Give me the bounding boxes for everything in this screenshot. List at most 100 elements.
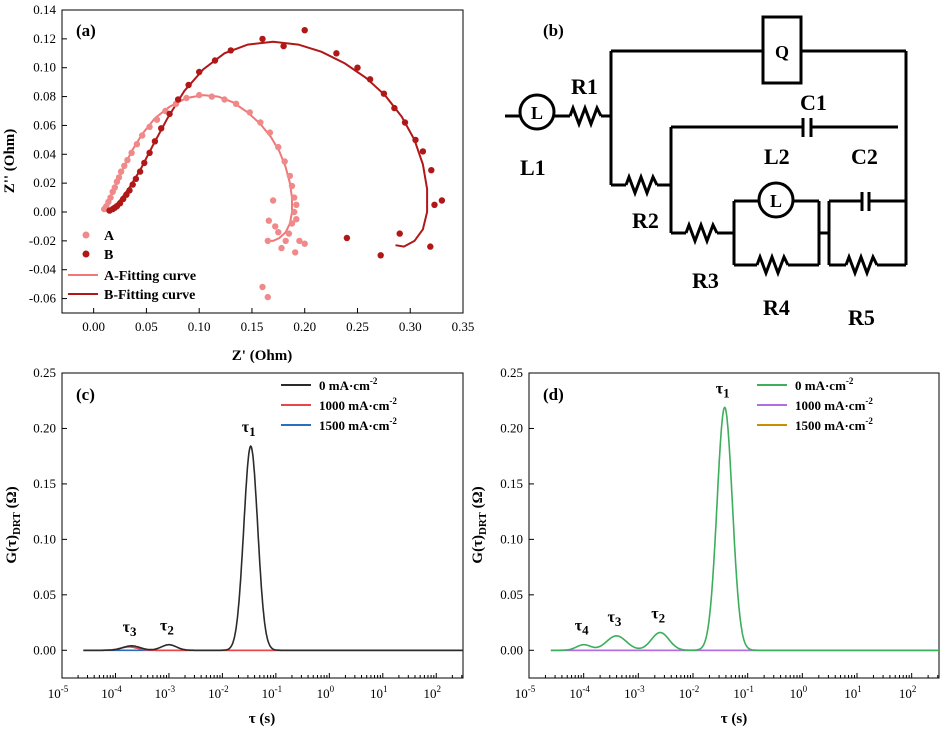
label-l1: L1	[520, 155, 546, 180]
d-x-tick-label: 10-4	[569, 684, 590, 701]
c-peak-label: τ3	[123, 619, 137, 639]
panel-a-data-point	[141, 159, 148, 167]
panel-a-x-tick-label: 0.20	[293, 319, 316, 334]
d-y-tick-label: 0.25	[500, 365, 523, 380]
panel-a-data-point	[211, 57, 219, 64]
c-legend-label: 0 mA·cm-2	[319, 376, 378, 393]
panel-a-data-point	[111, 184, 119, 191]
c-y-tick-label: 0.00	[33, 642, 56, 657]
resistor-r5-symbol	[844, 252, 879, 278]
panel-a-data-point	[232, 100, 240, 108]
d-x-tick-label: 101	[844, 684, 862, 701]
panel-a-data-point	[292, 249, 299, 256]
panel-a-data-point	[428, 167, 435, 174]
panel-a-data-point	[354, 64, 361, 71]
panel-d-drt-plot: (d) 10-5 10-4 10-3 10-2 10-1 100 101 102 0.00 0.0…	[470, 365, 940, 727]
legend-label: B	[104, 248, 113, 263]
c-x-tick-label: 10-4	[101, 684, 122, 701]
c-peak-label: τ2	[160, 618, 174, 638]
c-x-tick-label: 102	[424, 684, 442, 701]
panel-a-fit-curve-3	[108, 40, 429, 248]
panel-a-data-point	[158, 125, 165, 132]
d-legend-label: 1500 mA·cm-2	[795, 416, 873, 433]
panel-a-fit-curve-2	[103, 94, 293, 242]
d-x-tick-label: 10-1	[733, 684, 754, 701]
c-x-tick-label: 10-1	[262, 684, 283, 701]
panel-d-frame	[528, 372, 940, 679]
panel-a-data-point	[333, 50, 340, 57]
panel-a-data-point	[208, 93, 215, 100]
panel-a-data-point	[293, 216, 300, 223]
panel-a-x-tick-label: 0.00	[82, 319, 105, 334]
c-legend-label: 1000 mA·cm-2	[319, 396, 397, 413]
panel-a-x-tick-label: 0.10	[188, 319, 211, 334]
panel-a-data-point	[264, 237, 271, 245]
c-x-tick-label: 101	[370, 684, 388, 701]
d-peak-label: τ2	[651, 606, 665, 626]
panel-a-x-tick-label: 0.15	[241, 319, 264, 334]
panel-a-data-point	[128, 149, 135, 156]
d-y-tick-label: 0.20	[500, 420, 523, 435]
panel-a-data-point	[153, 116, 161, 123]
panel-c-x-axis-label: τ (s)	[249, 711, 276, 727]
panel-a-y-tick-label: -0.04	[29, 262, 57, 277]
cpe-q-label: Q	[775, 42, 789, 62]
panel-a-data-point	[391, 104, 398, 112]
d-peak-label: τ4	[575, 618, 589, 638]
panel-a-y-tick-label: 0.08	[33, 89, 56, 104]
panel-d-y-axis-label: G(τ)DRT (Ω)	[470, 486, 489, 563]
panel-a-data-point	[377, 252, 384, 259]
inductor-l1-symbol	[518, 93, 556, 131]
d-peak-label: τ3	[608, 609, 622, 629]
panel-a-y-tick-label: -0.02	[29, 233, 56, 248]
panel-a-data-point	[301, 27, 308, 34]
panel-a-frame	[61, 9, 464, 314]
panel-a-data-point	[282, 237, 289, 245]
c-peak-label: τ1	[242, 419, 256, 439]
d-peak-label: τ1	[716, 380, 730, 400]
panel-a-data-point	[227, 47, 234, 54]
resistor-r4-symbol	[755, 252, 790, 278]
panel-a-x-tick-label: 0.35	[452, 319, 475, 334]
panel-a-data-point	[278, 244, 285, 252]
c-y-tick-label: 0.25	[33, 365, 56, 380]
panel-a-data-point	[401, 119, 409, 126]
panel-a-data-point	[115, 174, 123, 181]
panel-c-frame	[61, 372, 464, 679]
panel-a-y-tick-label: 0.02	[33, 175, 56, 190]
panel-a-data-point	[246, 109, 253, 116]
label-r5: R5	[848, 305, 875, 330]
c-x-tick-label: 10-2	[208, 684, 229, 701]
d-x-tick-label: 10-5	[515, 684, 536, 701]
panel-a-nyquist-plot: (a) 0.00 0.05 0.10 0.15 0.20 0.25 0.30 0.35 -0.0…	[2, 2, 474, 364]
panel-a-data-point	[266, 129, 274, 136]
panel-a-x-axis-label: Z' (Ohm)	[232, 348, 292, 364]
panel-a-data-point	[301, 240, 308, 247]
panel-a-x-tick-label: 0.05	[135, 319, 158, 334]
panel-a-data-point	[272, 223, 279, 230]
panel-a-data-point	[427, 243, 434, 250]
inductor-l1-letter: L	[531, 103, 543, 123]
legend-label: A-Fitting curve	[104, 269, 196, 284]
panel-a-data-point	[196, 68, 203, 76]
panel-a-data-point	[291, 208, 298, 216]
panel-a-data-point	[419, 148, 427, 155]
panel-a-data-point	[285, 230, 293, 237]
legend-marker	[82, 250, 90, 258]
panel-a-data-point	[117, 168, 125, 175]
panel-c-y-axis-label: G(τ)DRT (Ω)	[4, 486, 23, 563]
legend-label: B-Fitting curve	[104, 288, 195, 303]
c-x-tick-label: 10-5	[48, 684, 69, 701]
panel-a-x-tick-label: 0.30	[399, 319, 422, 334]
panel-a-data-point	[296, 237, 303, 245]
panel-a-data-point	[293, 201, 300, 208]
panel-a-data-point	[264, 293, 271, 301]
label-c2: C2	[851, 144, 878, 169]
panel-a-data-point	[275, 143, 282, 151]
panel-a-data-point	[126, 187, 133, 194]
c-y-tick-label: 0.10	[33, 531, 56, 546]
label-r4: R4	[763, 295, 790, 320]
label-l2: L2	[764, 144, 790, 169]
panel-c-label: (c)	[76, 385, 95, 404]
